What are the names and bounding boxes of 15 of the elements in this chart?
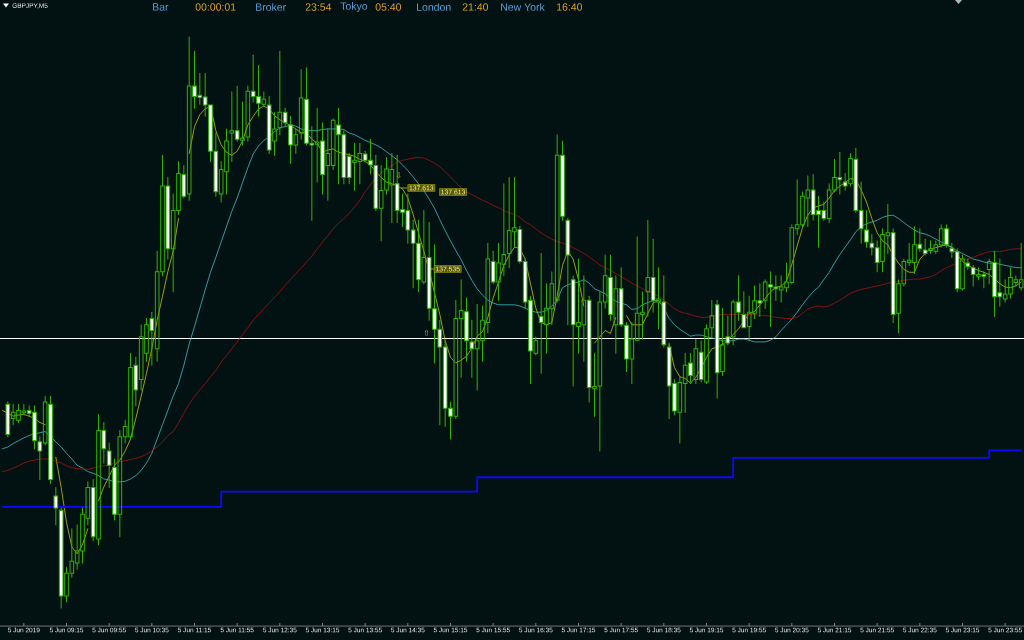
text: New York: [501, 3, 545, 11]
candlestick: [53, 487, 59, 526]
text: Tokyo: [340, 2, 368, 12]
text: Bar: [153, 3, 169, 11]
candlestick: [106, 442, 112, 489]
text: 00:00:01: [195, 3, 236, 11]
candlestick: [565, 218, 571, 326]
text: 21:40: [462, 3, 489, 11]
text: London: [417, 3, 451, 11]
annotation: ⇧: [424, 329, 429, 336]
annotation: ⇩: [396, 172, 401, 179]
text: Broker: [256, 3, 286, 11]
text: 05:40: [375, 3, 402, 11]
text: 16:40: [557, 3, 583, 11]
text: 23:54: [305, 3, 332, 11]
